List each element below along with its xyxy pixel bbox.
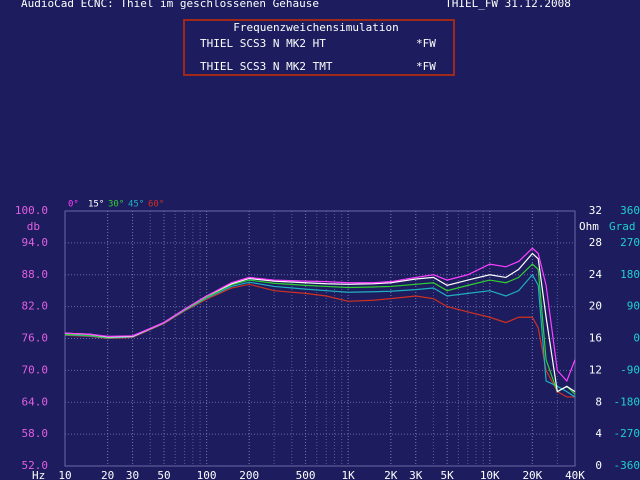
box-row-name: THIEL SCS3 N MK2 TMT xyxy=(200,60,333,73)
box-title: Frequenzweichensimulation xyxy=(233,21,399,34)
y2-tick-label: 12 xyxy=(589,363,602,376)
crossover-box xyxy=(183,19,455,76)
x-tick-label: 50 xyxy=(157,469,170,480)
y3-tick-label: 0 xyxy=(633,332,640,345)
legend-entry: 60° xyxy=(148,200,164,210)
x-tick-label: 100 xyxy=(197,469,217,480)
x-tick-label: 10 xyxy=(58,469,71,480)
x-tick-label: 500 xyxy=(296,469,316,480)
y2-tick-label: 4 xyxy=(595,427,602,440)
legend-entry: 30° xyxy=(108,200,124,210)
x-tick-label: 1K xyxy=(342,469,356,480)
y-tick-label: 100.0 xyxy=(15,204,48,217)
x-tick-label: 10K xyxy=(480,469,500,480)
y3-tick-label: 360 xyxy=(620,204,640,217)
series-line xyxy=(64,247,576,383)
y2-tick-label: 0 xyxy=(595,459,602,472)
x-tick-label: 30 xyxy=(126,469,139,480)
y-axis-label: db xyxy=(27,220,40,233)
chart-subtitle: THIEL_FW 31.12.2008 xyxy=(445,0,571,10)
box-row-tag: *FW xyxy=(416,37,436,50)
y-tick-label: 58.0 xyxy=(22,427,49,440)
y-tick-label: 76.0 xyxy=(22,332,49,345)
y3-tick-label: -360 xyxy=(614,459,640,472)
legend-entry: 45° xyxy=(128,200,144,210)
x-tick-label: 3K xyxy=(409,469,423,480)
x-tick-label: 200 xyxy=(239,469,259,480)
x-tick-label: 5K xyxy=(441,469,455,480)
y-tick-label: 52.0 xyxy=(22,459,49,472)
x-tick-label: 40K xyxy=(565,469,585,480)
x-tick-label: 2K xyxy=(384,469,398,480)
y3-tick-label: -90 xyxy=(620,363,640,376)
x-tick-label: 20K xyxy=(522,469,542,480)
y-tick-label: 94.0 xyxy=(22,236,49,249)
y2-tick-label: 32 xyxy=(589,204,602,217)
y2-tick-label: 28 xyxy=(589,236,602,249)
y3-tick-label: -270 xyxy=(614,427,640,440)
y-tick-label: 82.0 xyxy=(22,300,49,313)
y2-tick-label: 8 xyxy=(595,395,602,408)
legend-entry: 0° xyxy=(68,200,79,210)
box-row-name: THIEL SCS3 N MK2 HT xyxy=(200,37,326,50)
x-axis-label: Hz xyxy=(32,469,45,480)
plot-frame xyxy=(64,210,576,467)
y-tick-label: 70.0 xyxy=(22,363,49,376)
y3-tick-label: -180 xyxy=(614,395,640,408)
legend-entry: 15° xyxy=(88,200,104,210)
y2-tick-label: 24 xyxy=(589,268,603,281)
y2-tick-label: 16 xyxy=(589,332,602,345)
y3-tick-label: 270 xyxy=(620,236,640,249)
x-tick-label: 20 xyxy=(101,469,114,480)
y2-axis-label: Ohm xyxy=(579,220,599,233)
y-tick-label: 64.0 xyxy=(22,395,49,408)
y3-tick-label: 90 xyxy=(627,300,640,313)
box-row-tag: *FW xyxy=(416,60,436,73)
y3-tick-label: 180 xyxy=(620,268,640,281)
y-tick-label: 88.0 xyxy=(22,268,49,281)
chart-title: AudioCad ECNC: Thiel im geschlossenen Ge… xyxy=(21,0,319,10)
y3-axis-label: Grad xyxy=(609,220,636,233)
y2-tick-label: 20 xyxy=(589,300,602,313)
